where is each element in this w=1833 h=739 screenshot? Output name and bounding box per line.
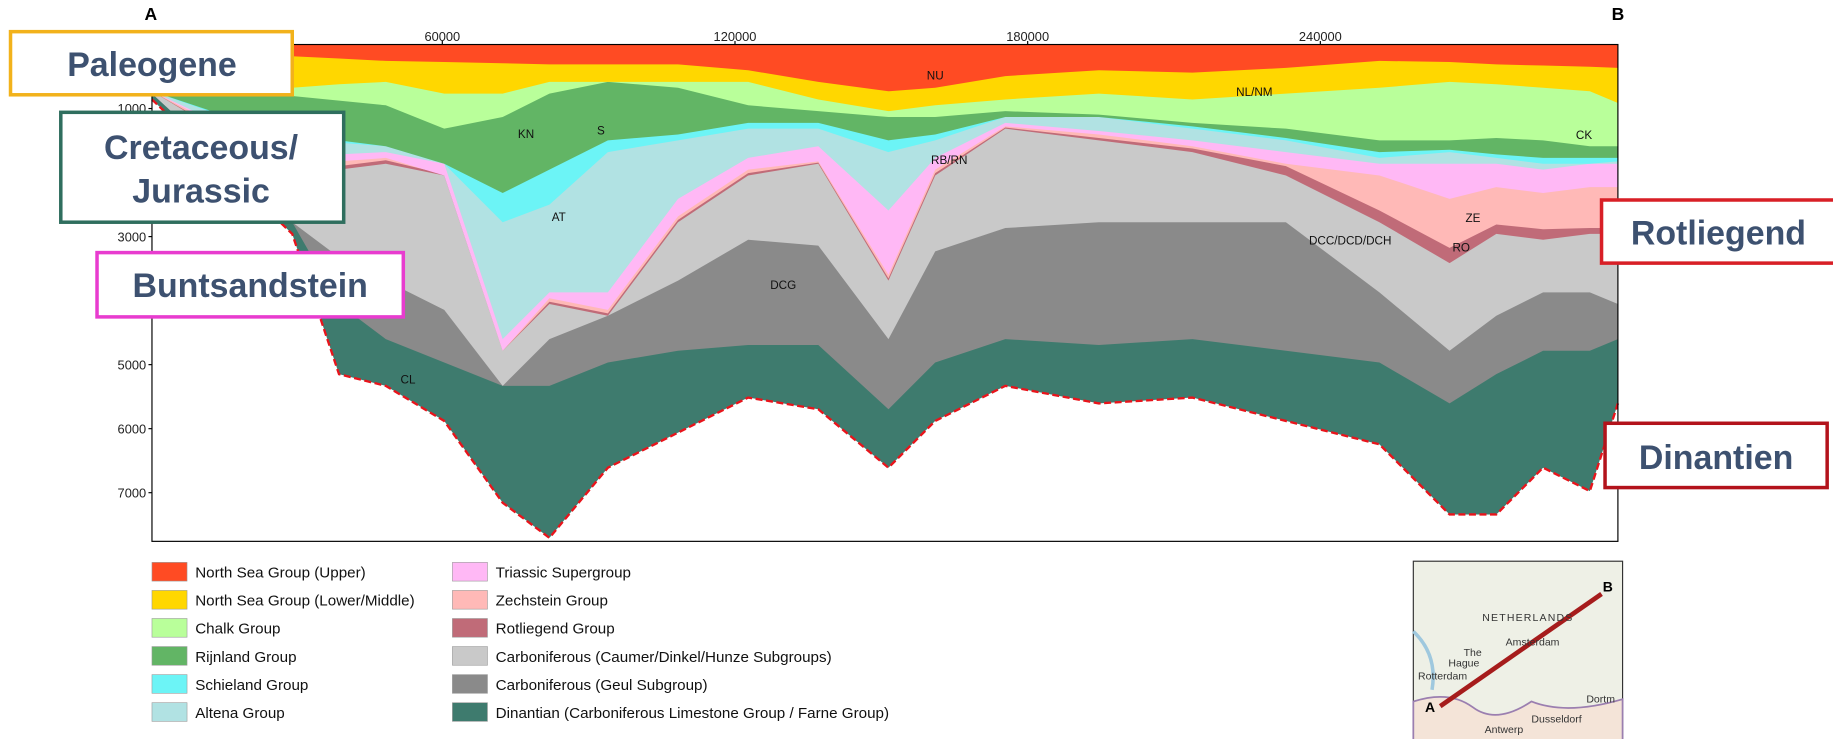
unit-label: ZE <box>1465 212 1480 225</box>
cross-section-figure: 6000012000018000024000010003000500060007… <box>0 0 1833 739</box>
legend-swatch <box>452 618 487 637</box>
legend-label: Rotliegend Group <box>496 621 615 638</box>
map-label: Dusseldorf <box>1531 714 1581 726</box>
legend-swatch <box>152 675 187 694</box>
unit-label: S <box>597 125 605 138</box>
map-label: Amsterdam <box>1506 636 1560 648</box>
legend-swatch <box>152 618 187 637</box>
legend-swatch <box>152 562 187 581</box>
map-label: Dortm <box>1586 694 1615 706</box>
legend-swatch <box>152 647 187 666</box>
y-tick-label: 3000 <box>118 229 147 244</box>
legend-label: Chalk Group <box>195 621 280 638</box>
legend-label: Carboniferous (Geul Subgroup) <box>496 677 708 694</box>
map-label: Hague <box>1448 657 1479 669</box>
unit-label: DCC/DCD/DCH <box>1309 234 1391 247</box>
end-label-b: B <box>1612 4 1625 24</box>
x-tick-label: 180000 <box>1006 29 1049 44</box>
legend-label: Triassic Supergroup <box>496 565 631 582</box>
legend-label: Zechstein Group <box>496 593 608 610</box>
legend-label: Rijnland Group <box>195 649 296 666</box>
legend-swatch <box>452 647 487 666</box>
legend: North Sea Group (Upper) North Sea Group (… <box>152 562 889 721</box>
legend-label: Schieland Group <box>195 677 308 694</box>
legend-label: North Sea Group (Lower/Middle) <box>195 593 414 610</box>
callout-text: Jurassic <box>132 172 270 210</box>
callout-text: Cretaceous/ <box>104 129 299 167</box>
y-tick-label: 7000 <box>118 485 147 500</box>
legend-swatch <box>152 703 187 722</box>
callout-text: Paleogene <box>67 46 237 84</box>
legend-swatch <box>452 590 487 609</box>
y-tick-label: 5000 <box>118 357 147 372</box>
unit-label: CL <box>401 374 416 387</box>
unit-label: DCG <box>770 279 796 292</box>
y-tick-label: 6000 <box>118 421 147 436</box>
unit-label: RO <box>1452 241 1470 254</box>
unit-label: NU <box>927 70 944 83</box>
legend-label: North Sea Group (Upper) <box>195 565 366 582</box>
x-tick-label: 240000 <box>1299 29 1342 44</box>
callout-text: Buntsandstein <box>132 267 367 305</box>
callout-text: Rotliegend <box>1631 214 1806 252</box>
map-label: B <box>1603 579 1613 595</box>
map-label: Antwerp <box>1485 724 1524 736</box>
unit-label: RB/RN <box>931 154 967 167</box>
unit-label: KN <box>518 128 534 141</box>
map-label: A <box>1425 699 1435 715</box>
map-label: NETHERLANDS <box>1482 612 1573 624</box>
callout-text: Dinantien <box>1639 439 1793 477</box>
unit-label: CK <box>1576 129 1592 142</box>
unit-label: NL/NM <box>1236 86 1272 99</box>
legend-swatch <box>152 590 187 609</box>
legend-swatch <box>452 675 487 694</box>
legend-label: Carboniferous (Caumer/Dinkel/Hunze Subgr… <box>496 649 832 666</box>
legend-label: Altena Group <box>195 705 285 722</box>
unit-label: AT <box>552 211 566 224</box>
legend-label: Dinantian (Carboniferous Limestone Group… <box>496 705 889 722</box>
x-tick-label: 120000 <box>714 29 757 44</box>
map-label: Rotterdam <box>1418 670 1467 682</box>
x-tick-label: 60000 <box>424 29 460 44</box>
end-label-a: A <box>144 4 157 24</box>
legend-swatch <box>452 562 487 581</box>
legend-swatch <box>452 703 487 722</box>
location-map: B NETHERLANDS Amsterdam The Hague Rotter… <box>1413 561 1622 739</box>
